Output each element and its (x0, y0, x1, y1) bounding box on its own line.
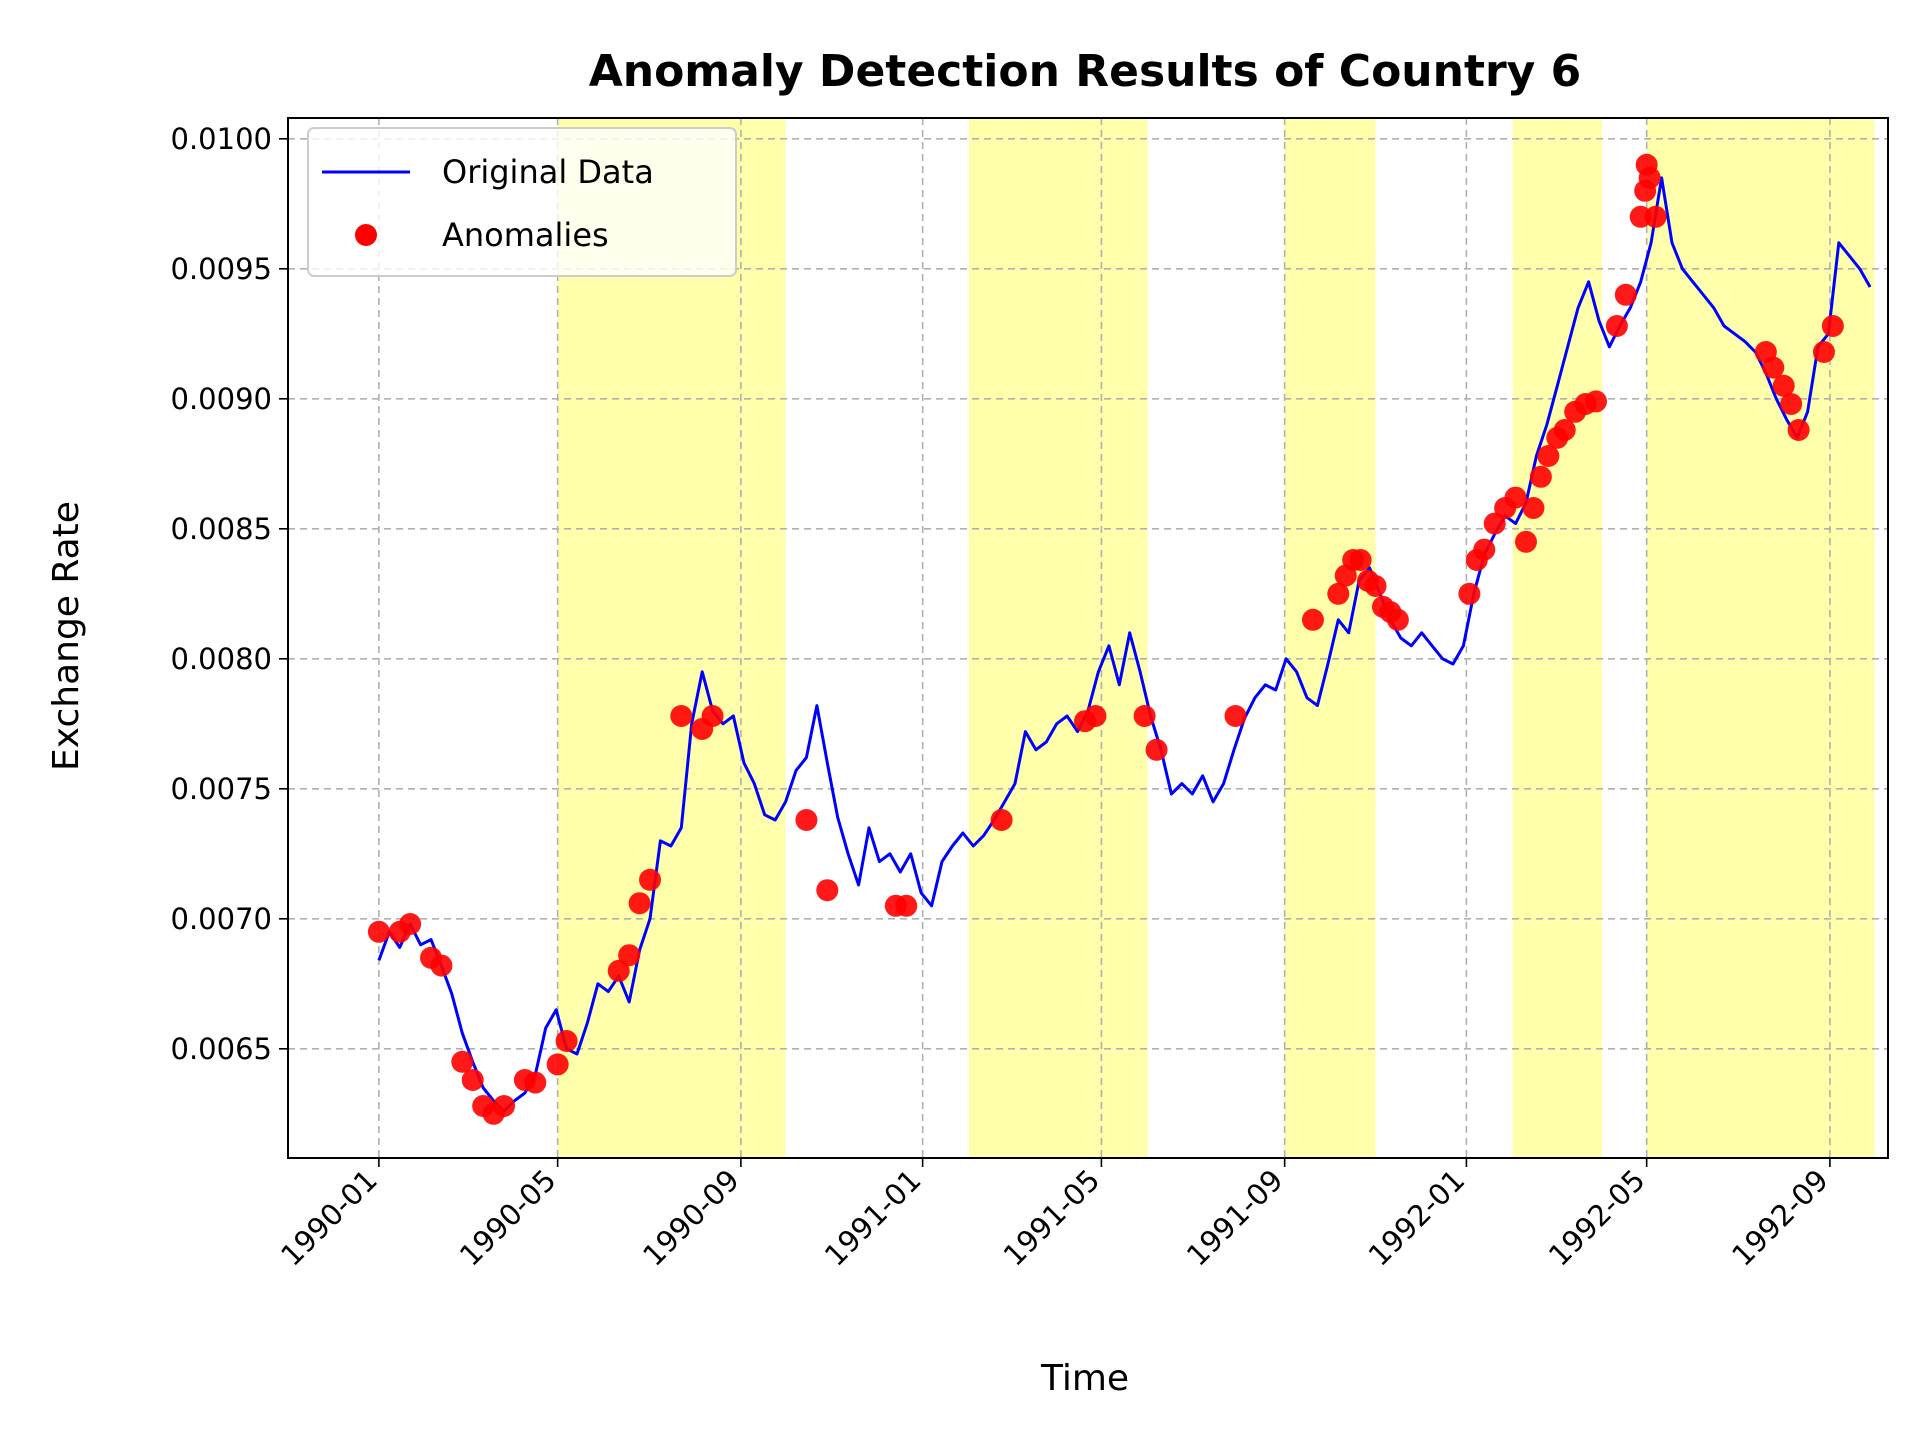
anomaly-point (895, 894, 918, 917)
anomaly-point (1483, 512, 1506, 535)
legend-box (307, 127, 737, 277)
anomaly-point (1349, 549, 1372, 571)
highlight-band (1284, 118, 1376, 1158)
anomaly-point (670, 705, 693, 727)
anomaly-point (1780, 393, 1803, 415)
highlight-band (557, 118, 786, 1158)
anomaly-point (1537, 445, 1560, 467)
anomaly-point (1504, 486, 1527, 509)
highlight-band (1646, 118, 1738, 1158)
anomaly-point (701, 705, 724, 727)
anomaly-point (1762, 356, 1785, 379)
legend-anomaly-swatch (355, 224, 377, 246)
anomaly-point (1473, 538, 1496, 561)
anomaly-point (607, 959, 630, 982)
plot-frame (287, 117, 1889, 1159)
anomaly-point (1522, 497, 1545, 519)
y-tick-label: 0.0085 (171, 512, 272, 546)
anomaly-point (367, 920, 390, 943)
anomaly-point (555, 1030, 578, 1052)
anomaly-point (1638, 166, 1661, 189)
anomaly-point (451, 1050, 474, 1073)
anomaly-point (1386, 608, 1409, 631)
anomaly-point (1644, 205, 1667, 228)
anomaly-point (1812, 341, 1835, 363)
anomaly-point (1514, 530, 1537, 553)
anomaly-point (399, 913, 422, 935)
anomaly-point (795, 809, 818, 831)
y-tick-label: 0.0070 (171, 902, 272, 936)
anomaly-point (1787, 419, 1810, 441)
anomaly-point (1458, 582, 1481, 605)
anomaly-point (990, 809, 1013, 831)
y-tick-label: 0.0065 (171, 1032, 272, 1066)
anomaly-point (1529, 465, 1552, 488)
anomaly-point (628, 892, 651, 915)
anomaly-point (461, 1069, 484, 1091)
highlight-periods (557, 118, 1875, 1158)
y-tick-label: 0.0100 (171, 122, 272, 156)
anomaly-point (1133, 705, 1156, 727)
anomaly-point (639, 868, 662, 891)
anomaly-point (816, 879, 839, 902)
anomaly-series (367, 153, 1844, 1125)
anomaly-point (618, 944, 641, 967)
anomaly-point (524, 1071, 547, 1094)
highlight-band (968, 118, 1148, 1158)
highlight-band (1512, 118, 1602, 1158)
anomaly-point (1364, 575, 1387, 597)
anomaly-point (1553, 419, 1576, 441)
anomaly-point (1772, 374, 1795, 397)
y-tick-label: 0.0095 (171, 252, 272, 286)
anomaly-point (493, 1095, 516, 1117)
legend: Original Data Anomalies (307, 127, 737, 277)
y-tick-label: 0.0075 (171, 772, 272, 806)
grid (288, 118, 1888, 1158)
x-axis-label: Time (1040, 1358, 1129, 1399)
anomaly-point (1224, 705, 1247, 727)
legend-label-original: Original Data (442, 153, 654, 191)
anomaly-point (1327, 582, 1350, 605)
y-axis-ticks: 0.0065 0.0070 0.0075 0.0080 0.0085 0.0090 0.00… (171, 122, 288, 1066)
chart-title: Anomaly Detection Results of Country 6 (589, 46, 1582, 97)
anomaly-point (546, 1053, 569, 1076)
anomaly-point (1145, 738, 1168, 761)
y-tick-label: 0.0080 (171, 642, 272, 676)
anomaly-point (1084, 705, 1107, 727)
anomaly-point (1605, 315, 1628, 337)
anomaly-point (1614, 283, 1637, 306)
y-axis-label: Exchange Rate (46, 501, 87, 771)
y-tick-label: 0.0090 (171, 382, 272, 416)
anomaly-point (1585, 390, 1608, 413)
highlight-band (1737, 118, 1875, 1158)
legend-label-anomalies: Anomalies (442, 216, 609, 254)
anomaly-point (1301, 608, 1324, 631)
anomaly-point (1821, 315, 1844, 337)
anomaly-point (430, 954, 453, 977)
